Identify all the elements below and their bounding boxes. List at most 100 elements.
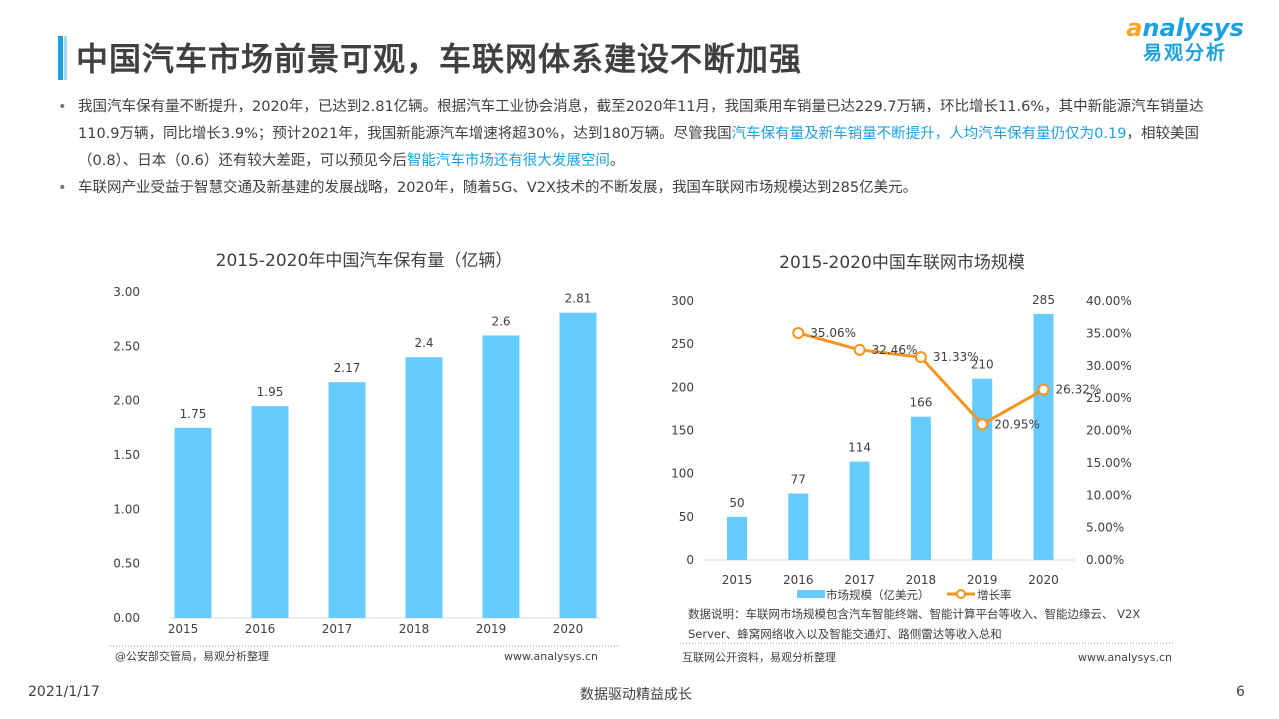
chart2-growth-label: 32.46% (872, 343, 918, 357)
page-number: 6 (1236, 684, 1245, 700)
legend-bar-label: 市场规模（亿美元） (826, 588, 930, 602)
chart1-title: 2015-2020年中国汽车保有量（亿辆） (216, 251, 513, 271)
chart1-bar (174, 427, 212, 618)
chart2-ytick-left: 150 (671, 424, 694, 438)
chart2-bar (1033, 313, 1054, 560)
chart2-ytick-left: 100 (671, 467, 694, 481)
chart1-bar (559, 312, 597, 618)
chart1-ytick: 2.00 (113, 394, 140, 408)
chart2-bar (788, 493, 809, 560)
footer-slogan: 数据驱动精益成长 (580, 687, 692, 703)
chart2-bar-label: 77 (791, 473, 806, 487)
chart1-site: www.analysys.cn (504, 650, 598, 663)
chart2-growth-point (853, 343, 866, 356)
chart2-bar-label: 285 (1032, 293, 1055, 307)
chart2-growth-label: 35.06% (810, 326, 856, 340)
chart2-bar (910, 416, 931, 560)
bullet-highlight: 汽车保有量及新车销量不断提升，人均汽车保有量仍仅为0.19 (731, 126, 1127, 142)
chart2-growth-point (914, 351, 927, 364)
chart1-data-label: 2.4 (414, 336, 433, 350)
chart2-xtick: 2017 (844, 573, 875, 587)
chart1-ytick: 0.00 (113, 611, 140, 625)
chart2-growth-point (1037, 383, 1050, 396)
chart2-xtick: 2016 (783, 573, 814, 587)
chart1-data-label: 1.75 (180, 407, 207, 421)
chart1-plot: 0.00 0.50 1.00 1.50 2.00 2.50 3.00 1.75 2015 1.95… (113, 285, 600, 636)
footer-date: 2021/1/17 (28, 684, 100, 700)
chart2-bar-label: 166 (909, 396, 932, 410)
chart1-data-label: 2.17 (334, 361, 361, 375)
chart1-xtick: 2017 (322, 622, 353, 636)
bullet-highlight: 智能汽车市场还有很大发展空间 (406, 153, 610, 169)
chart1-data-label: 1.95 (257, 385, 284, 399)
chart2-ytick-right: 25.00% (1086, 391, 1132, 405)
chart1-bar (405, 357, 443, 618)
chart2-growth-label: 20.95% (994, 417, 1040, 431)
chart2-ytick-right: 0.00% (1086, 553, 1124, 567)
title-accent-bar (58, 36, 63, 80)
chart2-growth-point (792, 326, 805, 339)
chart1-xtick: 2019 (476, 622, 507, 636)
chart2-site: www.analysys.cn (1078, 651, 1172, 664)
chart2-growth-point (976, 418, 989, 431)
chart2-source: 互联网公开资料，易观分析整理 (682, 650, 836, 664)
logo-text: nalysys (1142, 14, 1244, 42)
chart2-growth-line (797, 331, 1045, 427)
chart1-bar (328, 382, 366, 618)
chart1-xtick: 2020 (553, 622, 584, 636)
chart2-ytick-left: 50 (679, 510, 694, 524)
chart2-growth-label: 31.33% (933, 350, 979, 364)
chart1-ytick: 1.00 (113, 502, 140, 516)
chart1-data-label: 2.81 (565, 292, 592, 306)
chart1-xtick: 2015 (168, 622, 199, 636)
logo-cn: 易观分析 (1142, 42, 1227, 64)
chart2-plot: 0 50 100 150 200 250 300 0.00% 5.00% 10.00% 15.00%… (671, 293, 1132, 602)
chart2-ytick-right: 5.00% (1086, 521, 1124, 535)
bullet-2: 车联网产业受益于智慧交通及新基建的发展战略，2020年，随着5G、V2X技术的不… (58, 175, 1208, 202)
legend-line-label: 增长率 (977, 588, 1012, 602)
chart2-ytick-right: 20.00% (1086, 424, 1132, 438)
chart2-ytick-right: 10.00% (1086, 488, 1132, 502)
bullet-list: 我国汽车保有量不断提升，2020年，已达到2.81亿辆。根据汽车工业协会消息，截… (58, 94, 1208, 202)
chart1-ytick: 0.50 (113, 557, 140, 571)
bullet-text: 。 (609, 153, 625, 169)
chart2-ytick-right: 15.00% (1086, 456, 1132, 470)
chart2-growth-label: 26.32% (1056, 383, 1102, 397)
chart2-bar (972, 378, 993, 560)
chart2-ytick-right: 30.00% (1086, 359, 1132, 373)
chart2-ytick-right: 35.00% (1086, 326, 1132, 340)
chart2-ytick-left: 200 (671, 380, 694, 394)
chart2-ytick-left: 300 (671, 294, 694, 308)
analysys-logo: analysys 易观分析 (1120, 14, 1250, 65)
bullet-1: 我国汽车保有量不断提升，2020年，已达到2.81亿辆。根据汽车工业协会消息，截… (58, 94, 1208, 175)
chart2-ytick-left: 0 (686, 553, 694, 567)
chart2-bar (849, 461, 870, 560)
chart2-ytick-right: 40.00% (1086, 294, 1132, 308)
bullet-text: 我国汽车保有量不断提升，2020年，已达到2.81亿辆。根据汽车工业协会消息，截… (78, 99, 1204, 142)
chart2-xtick: 2019 (967, 573, 998, 587)
chart2-note-line2: Server、蜂窝网络收入以及智能交通灯、路侧雷达等收入总和 (688, 627, 1002, 641)
chart1-bar (251, 406, 289, 618)
chart2-title: 2015-2020中国车联网市场规模 (779, 253, 1025, 273)
bullet-text: ，相较美国（0.8）、日本（0.6）还有较大差距，可以预见今后 (78, 126, 1199, 169)
chart2-note-line1: 数据说明：车联网市场规模包含汽车智能终端、智能计算平台等收入、智能边缘云、 V2… (688, 607, 1140, 621)
chart2-bar-label: 210 (971, 358, 994, 372)
logo-a: a (1126, 14, 1143, 42)
chart1-bar (482, 335, 520, 618)
chart1-data-label: 2.6 (491, 314, 510, 328)
chart1-ytick: 2.50 (113, 339, 140, 353)
legend-bar-swatch (797, 590, 825, 598)
chart2-xtick: 2020 (1028, 573, 1059, 587)
chart2-xtick: 2018 (906, 573, 937, 587)
legend-line-marker (956, 589, 966, 599)
bullet-text: 车联网产业受益于智慧交通及新基建的发展战略，2020年，随着5G、V2X技术的不… (78, 180, 918, 196)
title-accent-bar-light (64, 36, 67, 80)
chart1-xtick: 2016 (245, 622, 276, 636)
chart1-source: @公安部交管局，易观分析整理 (115, 649, 269, 663)
page-title: 中国汽车市场前景可观，车联网体系建设不断加强 (76, 40, 803, 78)
chart2-bar-label: 114 (848, 441, 871, 455)
chart2-xtick: 2015 (722, 573, 753, 587)
chart1-ytick: 3.00 (113, 285, 140, 299)
chart1-xtick: 2018 (399, 622, 430, 636)
